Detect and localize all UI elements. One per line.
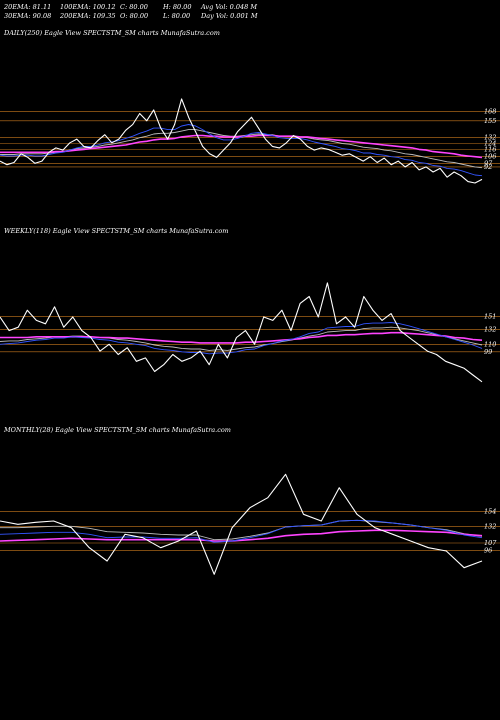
monthly-ema-slow-line xyxy=(0,529,483,542)
header-high: H: 80.00 xyxy=(163,3,192,11)
weekly-level-label: 99 xyxy=(484,348,492,356)
monthly-level-label: 107 xyxy=(484,539,497,547)
weekly-level-label: 151 xyxy=(484,312,496,320)
daily-level-label: 116 xyxy=(484,145,496,153)
header-dayvol: Day Vol: 0.001 M xyxy=(201,12,258,20)
header-ema100: 100EMA: 100.12 xyxy=(60,3,116,11)
monthly-ema-other-line xyxy=(0,519,483,541)
header-ema30: 30EMA: 90.08 xyxy=(4,12,52,20)
header-open: O: 80.00 xyxy=(120,12,149,20)
daily-level-label: 124 xyxy=(484,140,496,148)
daily-level-label: 97 xyxy=(484,159,493,167)
header-low: L: 80.00 xyxy=(163,12,191,20)
monthly-level-label: 154 xyxy=(484,508,496,516)
monthly-ema-fast-line xyxy=(0,519,483,543)
daily-level-label: 106 xyxy=(484,153,496,161)
daily-title: DAILY(250) Eagle View SPECTSTM_SM charts… xyxy=(4,29,220,37)
monthly-level-label: 132 xyxy=(484,522,496,530)
daily-level-label: 92 xyxy=(484,163,492,171)
weekly-price-line xyxy=(0,282,483,383)
daily-level-label: 132 xyxy=(484,134,496,142)
daily-level-label: 168 xyxy=(484,107,496,115)
monthly-title: MONTHLY(28) Eagle View SPECTSTM_SM chart… xyxy=(4,426,231,434)
daily-ema-fast-line xyxy=(0,124,483,177)
header-ema200: 200EMA: 109.35 xyxy=(60,12,116,20)
monthly-level-label: 96 xyxy=(484,546,492,554)
weekly-ema-other-line xyxy=(0,326,483,351)
weekly-ema-fast-line xyxy=(0,322,483,355)
weekly-level-label: 132 xyxy=(484,325,496,333)
weekly-ema-slow-line xyxy=(0,331,483,344)
weekly-level-label: 110 xyxy=(484,340,496,348)
weekly-title: WEEKLY(118) Eagle View SPECTSTM_SM chart… xyxy=(4,227,229,235)
monthly-price-line xyxy=(0,473,483,575)
daily-ema-slow-line xyxy=(0,134,483,159)
daily-ema-other-line xyxy=(0,129,483,169)
daily-price-line xyxy=(0,98,483,184)
header-close: C: 80.00 xyxy=(120,3,148,11)
header-avgvol: Avg Vol: 0.048 M xyxy=(201,3,258,11)
daily-level-label: 155 xyxy=(484,117,496,125)
header-ema20: 20EMA: 81.11 xyxy=(4,3,52,11)
